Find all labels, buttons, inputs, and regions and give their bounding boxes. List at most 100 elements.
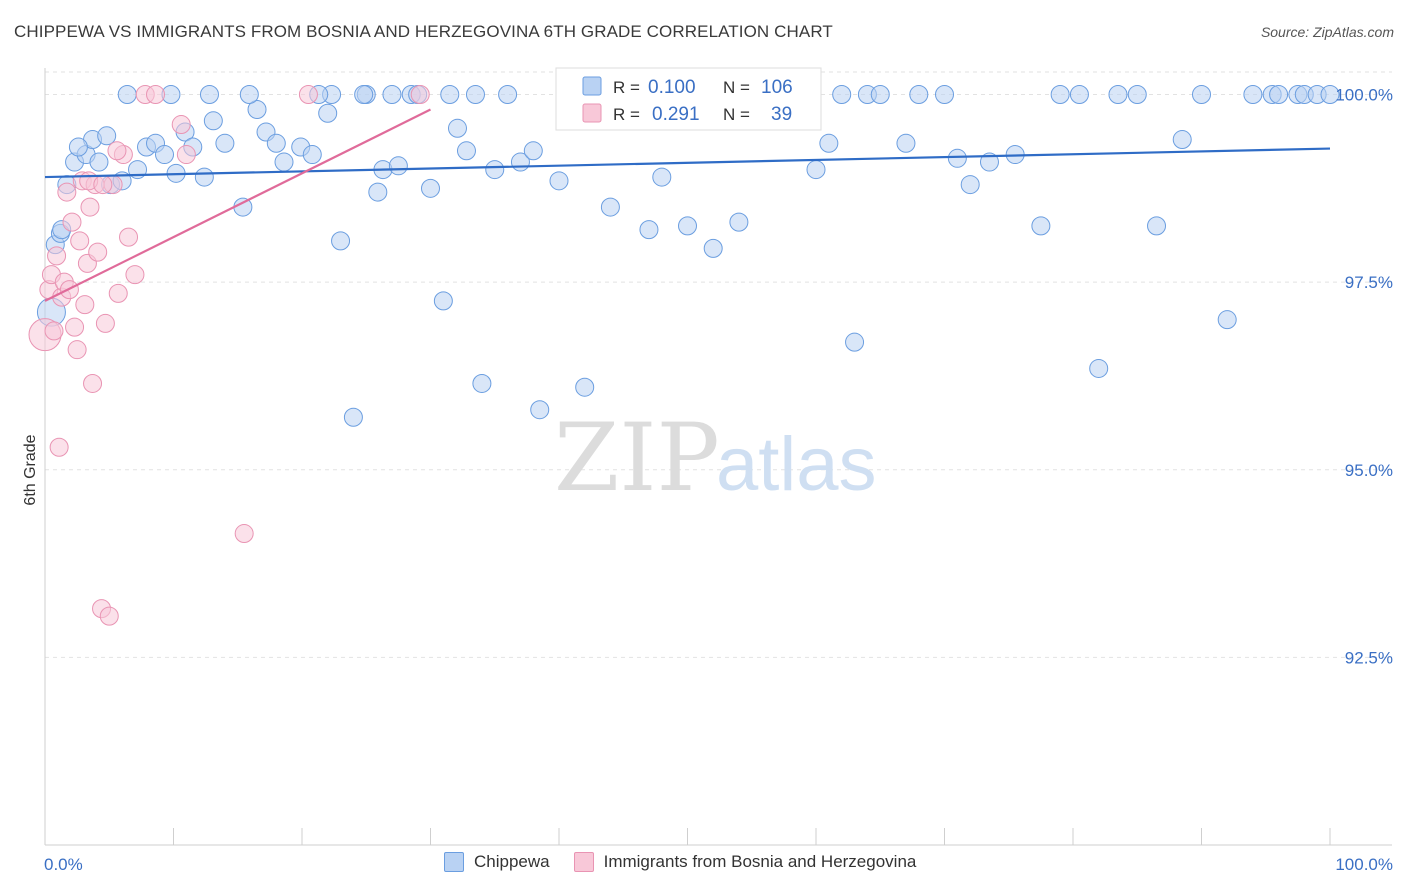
data-points xyxy=(28,85,1340,626)
chippewa-point xyxy=(960,175,980,195)
chippewa-point xyxy=(433,291,453,311)
chippewa-point xyxy=(472,373,492,393)
chippewa-point xyxy=(639,220,659,240)
chippewa-point xyxy=(215,133,235,153)
chippewa-point xyxy=(1050,85,1070,105)
bosnia-point xyxy=(298,85,318,105)
chippewa-point xyxy=(498,85,518,105)
legend-swatch-bosnia xyxy=(573,852,594,872)
chippewa-point xyxy=(870,85,890,105)
x-tick-label: 100.0% xyxy=(1335,855,1393,874)
chippewa-point xyxy=(239,85,259,105)
bosnia-point xyxy=(75,295,95,315)
legend-label-chippewa: Chippewa xyxy=(474,852,550,871)
bosnia-point xyxy=(176,145,196,165)
chippewa-point xyxy=(935,85,954,105)
chippewa-point xyxy=(600,197,620,217)
chippewa-point xyxy=(382,85,402,105)
chippewa-point xyxy=(832,85,852,105)
chippewa-point xyxy=(465,85,485,105)
chippewa-point xyxy=(947,148,967,168)
chippewa-point xyxy=(703,238,723,258)
chippewa-point xyxy=(1127,85,1147,105)
bosnia-point xyxy=(65,317,85,337)
watermark-atlas: atlas xyxy=(716,422,877,507)
bosnia-point xyxy=(83,373,103,393)
chippewa-point xyxy=(266,133,286,153)
legend-label-bosnia: Immigrants from Bosnia and Herzegovina xyxy=(603,852,917,871)
chippewa-point xyxy=(1192,85,1211,105)
chippewa-point xyxy=(203,111,223,131)
chippewa-point xyxy=(274,152,294,172)
bosnia-point xyxy=(80,197,100,217)
chippewa-point xyxy=(1320,85,1340,105)
chippewa-point xyxy=(1031,216,1051,236)
bosnia-point xyxy=(146,85,166,105)
bosnia-point xyxy=(171,115,191,135)
chart-title: CHIPPEWA VS IMMIGRANTS FROM BOSNIA AND H… xyxy=(14,22,833,41)
chippewa-point xyxy=(97,126,117,146)
chippewa-point xyxy=(1069,85,1089,105)
chippewa-point xyxy=(523,141,543,161)
y-tick-label: 95.0% xyxy=(1345,461,1393,480)
chippewa-point xyxy=(549,171,569,191)
bosnia-point xyxy=(88,242,108,262)
legend-r-label-pink: R = xyxy=(613,105,640,124)
axes xyxy=(44,68,1392,846)
bosnia-point xyxy=(108,283,128,303)
grid-lines xyxy=(45,71,1392,658)
y-tick-label: 97.5% xyxy=(1345,273,1393,292)
chippewa-point xyxy=(199,85,219,105)
chippewa-point xyxy=(343,407,363,427)
bottom-legend: Chippewa Immigrants from Bosnia and Herz… xyxy=(444,852,940,872)
y-tick-label: 100.0% xyxy=(1335,86,1393,105)
bosnia-point xyxy=(49,437,69,457)
chippewa-point xyxy=(909,85,929,105)
bosnia-point xyxy=(125,265,145,285)
chippewa-point xyxy=(1172,130,1192,150)
chippewa-point xyxy=(354,85,374,105)
bosnia-point xyxy=(95,313,115,333)
bosnia-point xyxy=(47,246,67,266)
chippewa-point xyxy=(1243,85,1263,105)
legend-r-value-blue: 0.100 xyxy=(648,77,696,98)
chippewa-point xyxy=(845,332,865,352)
x-tick-label: 0.0% xyxy=(44,855,83,874)
chippewa-point xyxy=(331,231,351,251)
legend-n-label-blue: N = xyxy=(723,78,750,97)
bosnia-point xyxy=(93,175,113,195)
chippewa-point xyxy=(68,137,88,157)
chippewa-point xyxy=(1217,310,1237,330)
chippewa-point xyxy=(447,118,467,138)
chippewa-point xyxy=(678,216,697,236)
chippewa-point xyxy=(485,160,505,180)
chippewa-point xyxy=(194,167,214,187)
chippewa-point xyxy=(1147,216,1167,236)
chippewa-point xyxy=(421,178,440,198)
watermark-zip: ZIP xyxy=(554,404,720,513)
y-axis-title: 6th Grade xyxy=(22,434,39,505)
chippewa-point xyxy=(117,85,137,105)
chippewa-point xyxy=(1108,85,1128,105)
chippewa-point xyxy=(233,197,253,217)
legend-item-bosnia: Immigrants from Bosnia and Herzegovina xyxy=(573,852,917,872)
bosnia-point xyxy=(410,85,430,105)
bosnia-point xyxy=(119,227,139,247)
legend-r-value-pink: 0.291 xyxy=(652,104,700,125)
chippewa-point xyxy=(388,156,408,176)
chippewa-point xyxy=(440,85,460,105)
trend-lines xyxy=(44,108,1331,302)
chippewa-point xyxy=(368,182,388,202)
chippewa-point xyxy=(806,160,826,180)
chippewa-point xyxy=(318,103,338,123)
bosnia-trend-line xyxy=(44,108,431,302)
chippewa-point xyxy=(155,145,175,165)
bosnia-point xyxy=(107,141,127,161)
bosnia-point xyxy=(62,212,82,232)
legend-item-chippewa: Chippewa xyxy=(444,852,550,872)
legend-r-label-blue: R = xyxy=(613,78,640,97)
bosnia-point xyxy=(70,231,90,251)
chippewa-point xyxy=(652,167,672,187)
y-tick-label: 92.5% xyxy=(1345,648,1393,667)
